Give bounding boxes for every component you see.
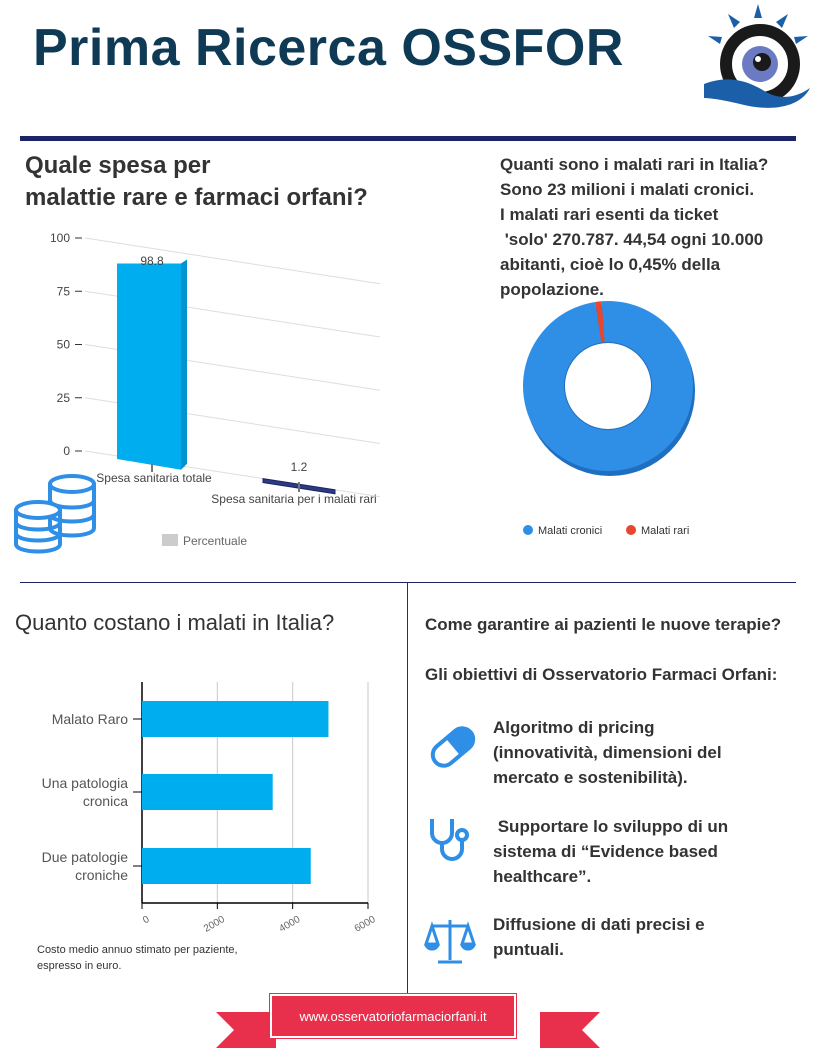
legend-label: Percentuale <box>183 534 247 548</box>
objective-2: Supportare lo sviluppo di un sistema di … <box>493 814 728 889</box>
text-line: Quanti sono i malati rari in Italia? <box>500 155 769 174</box>
section1-title: Quale spesa per malattie rare e farmaci … <box>25 150 368 214</box>
text-line: abitanti, cioè lo 0,45% della <box>500 255 721 274</box>
coins-icon <box>14 474 96 554</box>
top-divider <box>20 136 796 141</box>
section4-heading: Come garantire ai pazienti le nuove tera… <box>425 615 782 634</box>
text-line: I malati rari esenti da ticket <box>500 205 719 224</box>
note-line: Costo medio annuo stimato per paziente, <box>37 944 238 956</box>
x-tick-label: Spesa sanitaria totale <box>96 471 212 485</box>
ossfor-logo <box>704 4 810 108</box>
text-line: Sono 23 milioni i malati cronici. <box>500 180 755 199</box>
note-line: espresso in euro. <box>37 960 122 972</box>
x-tick-label: Spesa sanitaria per i malati rari <box>211 492 376 506</box>
middle-divider <box>20 582 796 583</box>
ribbon-right <box>540 1012 600 1048</box>
text-line: healthcare”. <box>493 867 592 886</box>
section2-text: Quanti sono i malati rari in Italia? Son… <box>500 152 800 302</box>
text-line: puntuali. <box>493 940 564 959</box>
y-tick-label: 50 <box>57 338 71 352</box>
legend-dot <box>523 525 533 535</box>
stethoscope-icon <box>430 819 469 861</box>
x-tick-label: 0 <box>141 914 152 927</box>
legend-label: Malati cronici <box>538 525 602 537</box>
text-line: Supportare lo sviluppo di un <box>493 817 729 836</box>
bar <box>142 774 273 810</box>
legend-swatch <box>162 534 178 546</box>
data-label: 98.8 <box>140 254 164 268</box>
pill-icon <box>430 726 476 768</box>
y-tick-label: 100 <box>50 231 70 245</box>
vertical-divider <box>407 583 408 993</box>
y-tick-label: Due patologie <box>42 849 129 865</box>
y-tick-label: Una patologia <box>42 775 129 791</box>
data-label: 1.2 <box>291 460 308 474</box>
text-line: mercato e sostenibilità). <box>493 768 688 787</box>
spending-bar-chart: 0 25 50 75 100 98.8 Spesa sanitaria totale 1.2 S… <box>50 231 381 548</box>
objective-3: Diffusione di dati precisi e puntuali. <box>493 912 705 962</box>
text-line: Diffusione di dati precisi e <box>493 915 705 934</box>
y-tick-label: Malato Raro <box>52 711 128 727</box>
y-tick-label: cronica <box>83 793 128 809</box>
text-line: 'solo' 270.787. 44,54 ogni 10.000 <box>500 230 764 249</box>
x-tick-label: 2000 <box>202 914 227 935</box>
donut-hole <box>565 343 651 429</box>
y-tick-label: 0 <box>63 444 70 458</box>
text-line: popolazione. <box>500 280 604 299</box>
y-tick-label: croniche <box>75 867 128 883</box>
bar <box>142 701 329 737</box>
website-link[interactable]: www.osservatoriofarmaciorfani.it <box>270 994 516 1038</box>
ribbon-left <box>216 1012 276 1048</box>
x-tick-label: 6000 <box>353 914 378 935</box>
legend-label: Malati rari <box>641 525 689 537</box>
bar <box>142 848 311 884</box>
chart-note: Costo medio annuo stimato per paziente, … <box>37 942 238 974</box>
text-line: Algoritmo di pricing <box>493 718 655 737</box>
bar-side <box>181 259 187 470</box>
legend-dot <box>626 525 636 535</box>
y-tick-label: 25 <box>57 391 71 405</box>
y-tick-label: 75 <box>57 284 71 298</box>
title-line: Quale spesa per <box>25 152 211 179</box>
title-line: malattie rare e farmaci orfani? <box>25 184 368 211</box>
patients-donut-chart: Malati cronici Malati rari <box>523 301 695 537</box>
donut-slice <box>523 301 693 471</box>
text-line: (innovatività, dimensioni del <box>493 743 722 762</box>
donut-slice <box>595 301 605 343</box>
text-line: sistema di “Evidence based <box>493 842 718 861</box>
cost-bar-chart: 0 2000 4000 6000 Malato Raro Una patologia cro… <box>42 682 378 935</box>
scales-icon <box>424 920 476 964</box>
bar <box>117 263 181 470</box>
page-title: Prima Ricerca OSSFOR <box>33 19 624 77</box>
objective-1: Algoritmo di pricing (innovatività, dime… <box>493 715 722 790</box>
section4-subheading: Gli obiettivi di Osservatorio Farmaci Or… <box>425 665 778 684</box>
x-tick-label: 4000 <box>277 914 302 935</box>
grid-line <box>84 237 381 285</box>
section3-title: Quanto costano i malati in Italia? <box>15 610 335 635</box>
